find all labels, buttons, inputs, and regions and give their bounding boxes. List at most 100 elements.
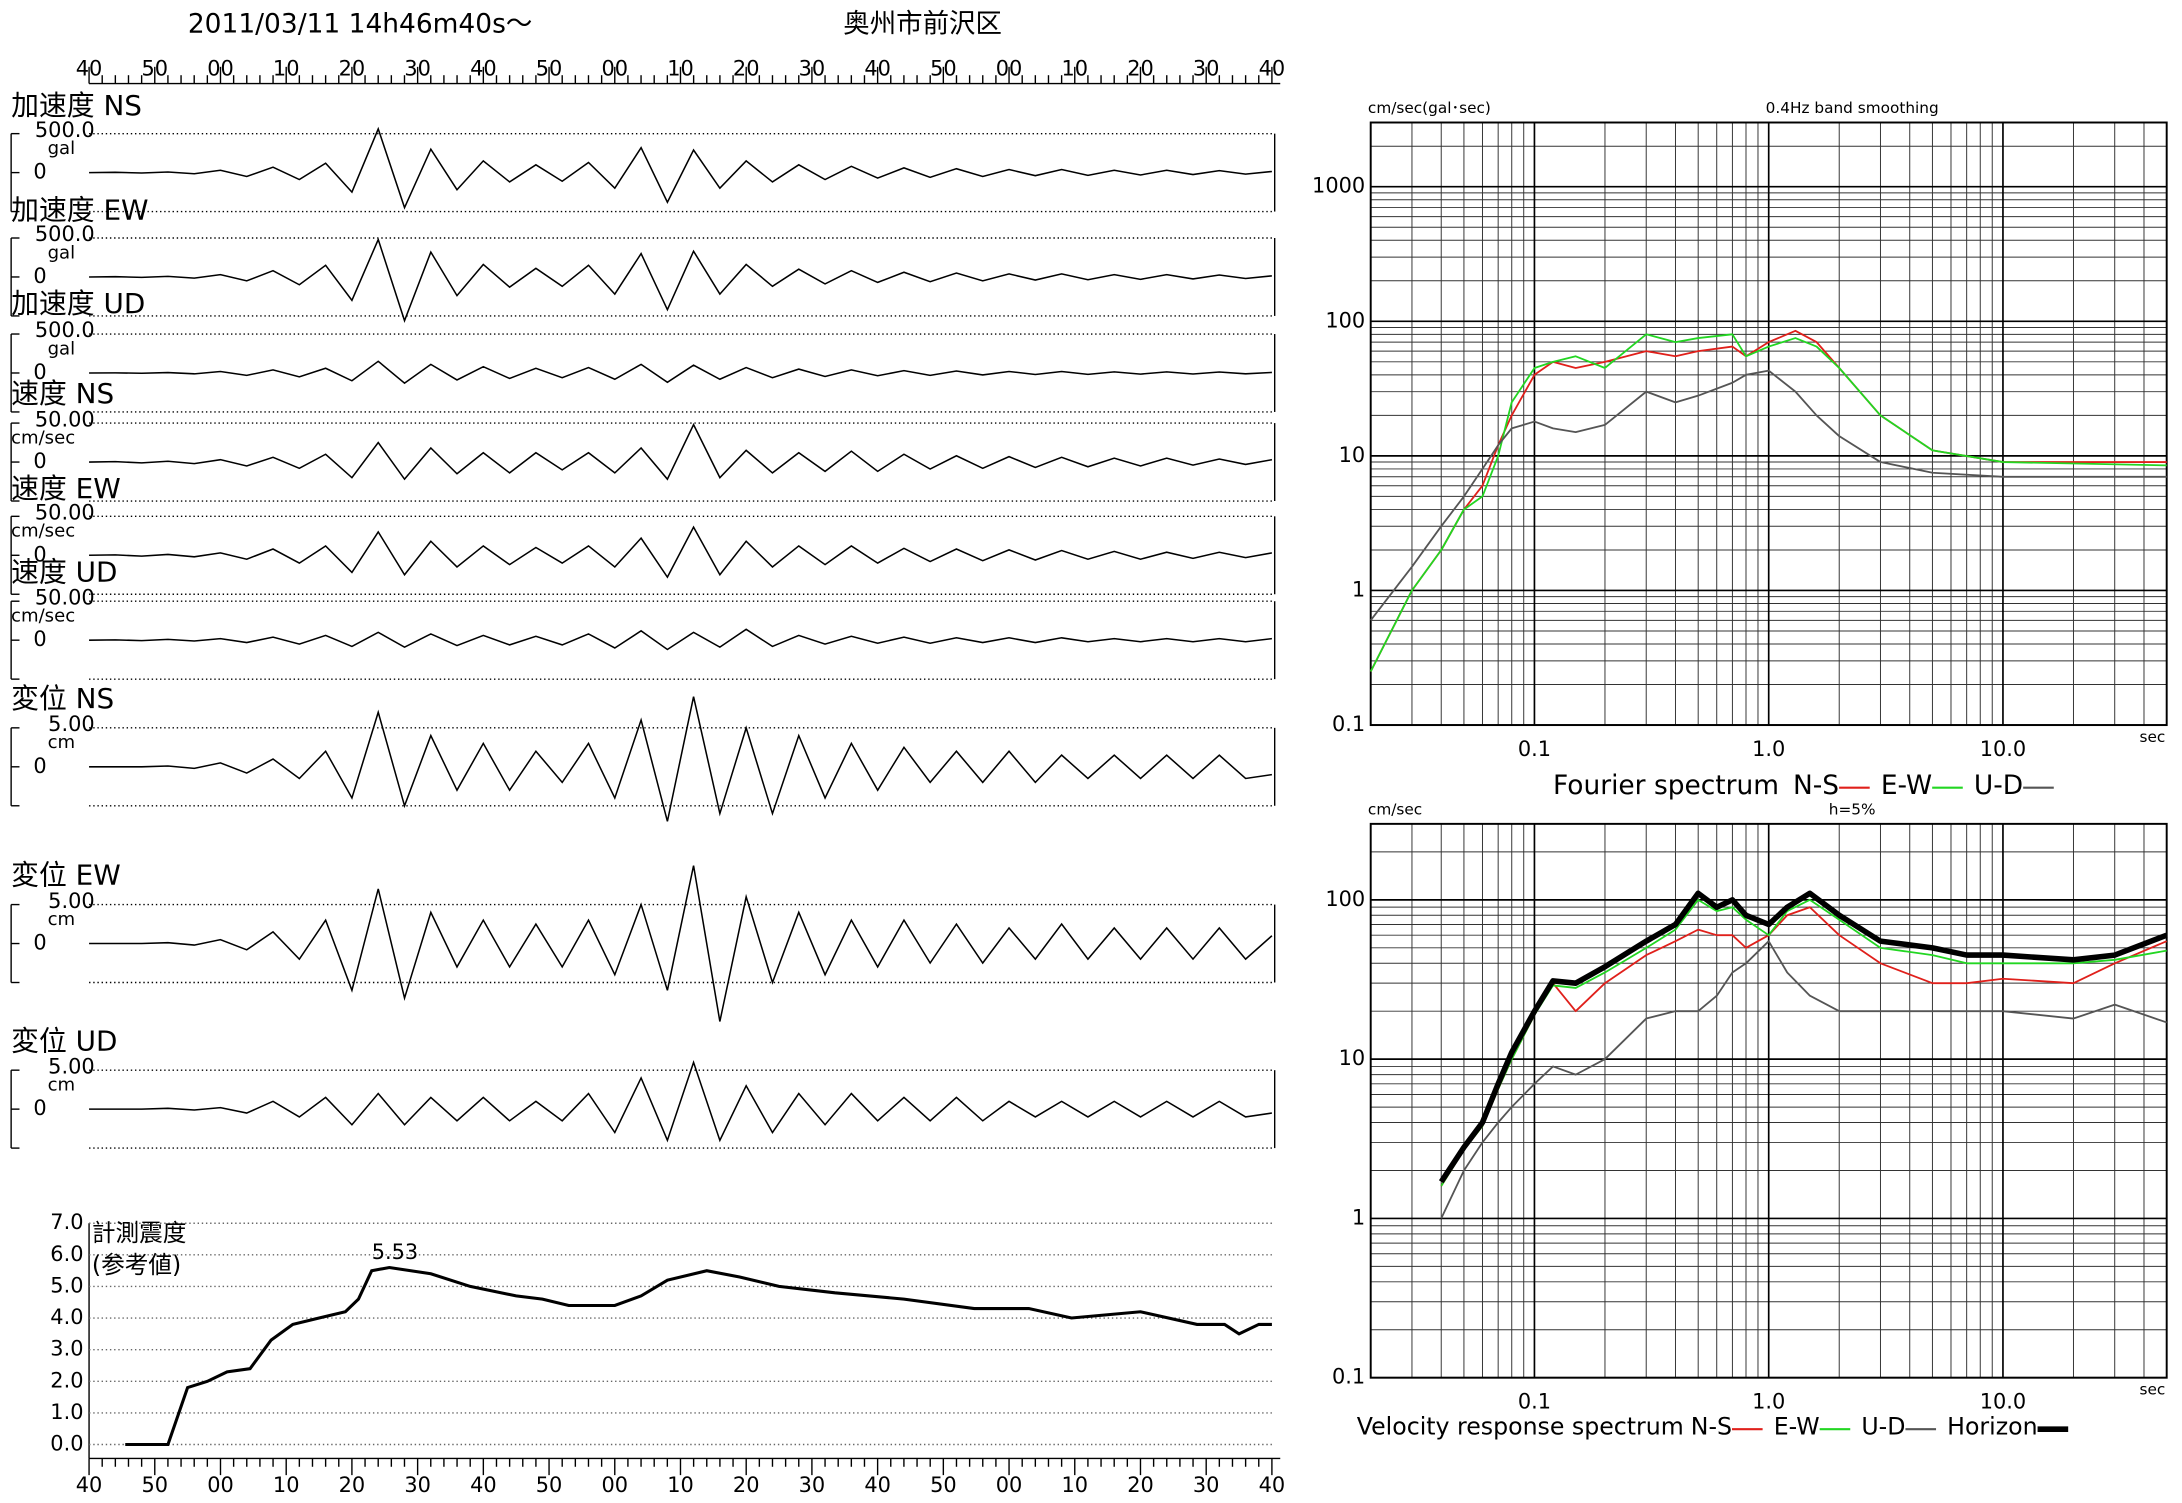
x-tick-label: 10.0 [1980,1390,2026,1414]
scale-label: 50.00 [35,407,95,431]
x-tick-label: 00 [996,1473,1023,1497]
x-tick-label: 40 [864,1473,891,1497]
spectrum-line [1369,333,2167,672]
zero-label: 0 [33,449,46,473]
unit-label: gal [48,242,76,263]
x-tick-label: 20 [733,57,760,81]
x-tick-label: 40 [470,1473,497,1497]
x-axis-label: sec [2140,728,2166,746]
zero-label: 0 [33,931,46,955]
x-tick-label: 40 [864,57,891,81]
unit-label: cm/sec [11,427,75,448]
y-tick-label: 6.0 [50,1242,83,1266]
trace-label: 加速度 UD [11,287,145,320]
zero-label: 0 [33,542,46,566]
unit-label: cm/sec [11,606,75,627]
scale-label: 500.0 [35,318,95,342]
y-tick-label: 7.0 [50,1210,83,1234]
unit-label: cm/sec [11,521,75,542]
unit-label: cm [48,1074,76,1095]
x-tick-label: 20 [339,57,366,81]
x-tick-label: 30 [404,1473,431,1497]
unit-label: cm [48,732,76,753]
site-name: 奥州市前沢区 [843,9,1002,40]
scale-label: 5.00 [48,1054,94,1078]
legend-label: U-D [1974,770,2023,801]
x-axis-label: sec [2140,1381,2166,1399]
x-tick-label: 00 [601,57,628,81]
x-tick-label: 50 [536,57,563,81]
x-tick-label: 20 [1127,57,1154,81]
zero-label: 0 [33,1096,46,1120]
chart-title: (参考値) [92,1251,181,1279]
x-tick-label: 40 [76,1473,103,1497]
x-tick-label: 1.0 [1752,737,1785,761]
y-tick-label: 4.0 [50,1305,83,1329]
x-tick-label: 00 [996,57,1023,81]
y-axis-label: cm/sec(gal･sec) [1368,99,1491,117]
unit-label: cm [48,909,76,930]
legend-title: Fourier spectrum [1553,770,1779,801]
subtitle: h=5% [1829,800,1876,818]
trace [89,525,1273,579]
legend-title: Velocity response spectrum [1357,1412,1684,1440]
legend-label: N-S [1691,1412,1732,1440]
trace-label: 変位 UD [11,1024,117,1057]
x-tick-label: 00 [207,57,234,81]
scale-label: 500.0 [35,222,95,246]
x-tick-label: 30 [1193,57,1220,81]
y-tick-label: 1000 [1312,174,1365,198]
x-tick-label: 50 [142,1473,169,1497]
peak-label: 5.53 [372,1240,418,1264]
spectrum-line [1369,369,2167,621]
x-tick-label: 10 [273,57,300,81]
zero-label: 0 [33,360,46,384]
x-tick-label: 20 [733,1473,760,1497]
x-tick-label: 00 [207,1473,234,1497]
y-tick-label: 1 [1352,577,1365,601]
y-tick-label: 0.1 [1332,712,1365,736]
plot-frame [1369,121,2168,727]
x-tick-label: 40 [76,57,103,81]
x-tick-label: 10 [273,1473,300,1497]
x-tick-label: 40 [470,57,497,81]
scale-label: 50.00 [35,585,95,609]
legend-label: E-W [1881,770,1932,801]
unit-label: gal [48,138,76,159]
scale-label: 5.00 [48,712,94,736]
x-tick-label: 50 [930,1473,957,1497]
scale-label: 500.0 [35,118,95,142]
spectrum-line [1440,940,2167,1219]
x-tick-label: 10 [667,57,694,81]
scale-label: 5.00 [48,889,94,913]
unit-label: gal [48,338,76,359]
trace-label: 変位 NS [11,682,114,715]
chart-title: 計測震度 [92,1219,187,1247]
trace-label: 速度 EW [11,472,121,505]
y-tick-label: 5.0 [50,1273,83,1297]
trace [89,422,1273,481]
legend-label: U-D [1861,1412,1905,1440]
zero-label: 0 [33,627,46,651]
trace [89,628,1272,651]
trace [89,696,1273,822]
record-title: 2011/03/11 14h46m40s〜 [188,9,532,40]
x-tick-label: 10 [667,1473,694,1497]
zero-label: 0 [33,754,46,778]
x-tick-label: 50 [536,1473,563,1497]
trace-label: 変位 EW [11,859,121,892]
trace [89,126,1272,210]
y-tick-label: 1.0 [50,1400,83,1424]
subtitle: 0.4Hz band smoothing [1766,99,1939,117]
intensity-line [125,1265,1272,1447]
x-tick-label: 10.0 [1980,737,2026,761]
spectrum-line [1440,898,2167,1187]
trace [89,1059,1273,1143]
y-tick-label: 10 [1339,1046,1366,1070]
x-tick-label: 30 [404,57,431,81]
x-tick-label: 30 [799,1473,826,1497]
x-tick-label: 10 [1061,57,1088,81]
x-tick-label: 30 [799,57,826,81]
x-tick-label: 0.1 [1518,1390,1551,1414]
